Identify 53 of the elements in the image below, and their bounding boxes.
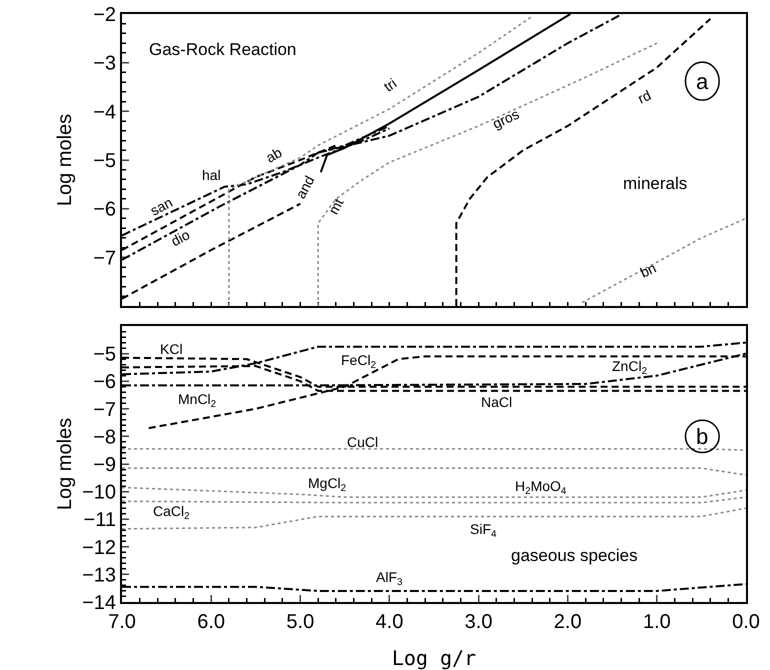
annotation: AlF$_{3}$ xyxy=(376,569,403,588)
x-tick-label: 2.0 xyxy=(554,611,582,633)
annotation: san xyxy=(148,194,176,219)
y-tick-label: −6 xyxy=(93,371,116,394)
annotation: FeCl$_{2}$ xyxy=(341,352,376,371)
annotation: mt xyxy=(325,196,347,217)
y-tick-label: −6 xyxy=(93,198,116,221)
annotation: b xyxy=(696,424,708,449)
annotation: dio xyxy=(168,226,193,250)
annotation: and xyxy=(292,172,318,202)
x-tick-label: 1.0 xyxy=(642,611,671,633)
y-axis-title: Log moles xyxy=(54,114,76,206)
y-tick-label: −5 xyxy=(93,344,116,366)
y-tick-label: −10 xyxy=(82,482,116,504)
annotation: SiF$_{4}$ xyxy=(470,521,497,540)
x-tick-label: 5.0 xyxy=(286,611,314,633)
y-tick-label: −13 xyxy=(82,564,116,586)
x-tick-label: 0.0 xyxy=(732,611,760,633)
y-tick-label: −14 xyxy=(82,592,116,614)
annotation: ab xyxy=(263,144,285,166)
annotation: MnCl$_{2}$ xyxy=(178,391,216,410)
y-tick-label: −5 xyxy=(93,150,116,172)
y-tick-label: −8 xyxy=(93,426,116,448)
x-tick-label: 6.0 xyxy=(197,611,226,633)
y-tick-label: −2 xyxy=(93,4,116,26)
annotation: KCl xyxy=(160,341,183,357)
annotation: CaCl$_{2}$ xyxy=(153,503,190,522)
y-tick-label: −7 xyxy=(93,398,116,421)
annotation: a xyxy=(696,69,709,94)
annotation: tri xyxy=(380,74,400,95)
annotation: NaCl xyxy=(481,394,512,410)
annotation: bn xyxy=(638,260,658,281)
y-tick-label: −3 xyxy=(93,52,116,75)
x-tick-label: 7.0 xyxy=(108,611,136,633)
annotation: Gas-Rock Reaction xyxy=(149,40,296,59)
annotation: MgCl$_{2}$ xyxy=(308,475,346,494)
x-tick-label: 4.0 xyxy=(376,611,404,633)
y-tick-label: −11 xyxy=(84,509,116,532)
annotation: rd xyxy=(635,86,654,107)
annotation: hal xyxy=(202,167,221,183)
annotation: ZnCl$_{2}$ xyxy=(612,358,648,377)
x-axis-title: Log g/r xyxy=(392,646,476,670)
y-axis-title: Log moles xyxy=(54,418,76,510)
y-tick-label: −7 xyxy=(93,247,116,270)
annotation: CuCl xyxy=(347,434,378,450)
x-tick-label: 3.0 xyxy=(464,611,492,633)
y-tick-label: −4 xyxy=(93,101,116,124)
annotation: gaseous species xyxy=(511,546,638,565)
annotation: minerals xyxy=(623,174,688,193)
y-tick-label: −12 xyxy=(82,536,116,559)
annotation: H$_{2}$MoO$_{4}$ xyxy=(515,478,567,497)
annotation: gros xyxy=(490,106,522,132)
y-tick-label: −9 xyxy=(93,454,116,476)
